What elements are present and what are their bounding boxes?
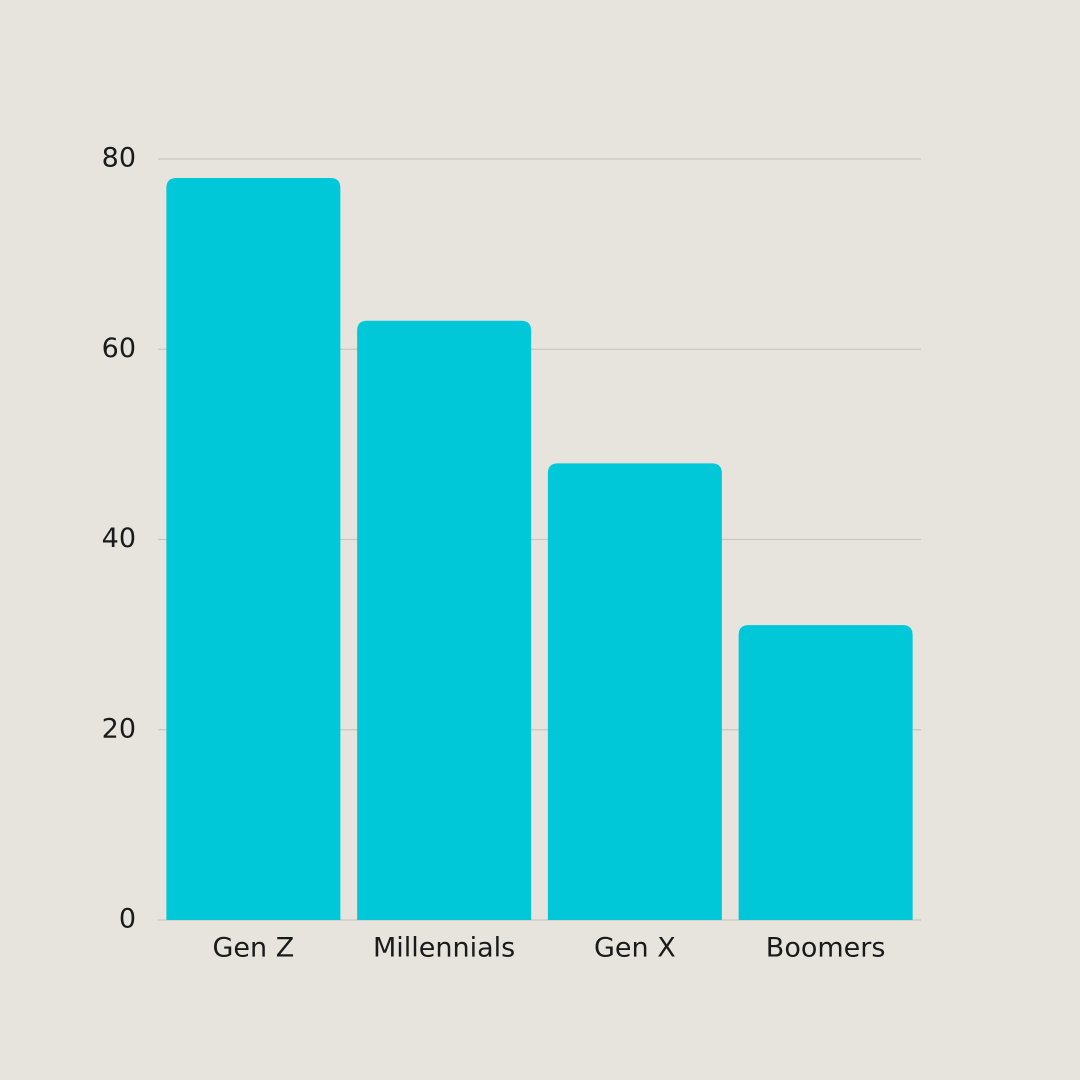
bar <box>547 463 722 920</box>
x-tick-label: Gen X <box>594 933 676 964</box>
x-tick-label: Millennials <box>373 933 515 964</box>
y-tick-label: 0 <box>119 904 136 935</box>
bar <box>738 625 913 920</box>
y-tick-label: 80 <box>102 143 136 174</box>
y-tick-label: 40 <box>102 523 136 554</box>
bar <box>357 320 532 920</box>
x-tick-label: Gen Z <box>213 933 295 964</box>
y-tick-label: 20 <box>102 713 136 744</box>
y-tick-label: 60 <box>102 333 136 364</box>
bar <box>166 178 341 920</box>
x-tick-label: Boomers <box>766 933 886 964</box>
